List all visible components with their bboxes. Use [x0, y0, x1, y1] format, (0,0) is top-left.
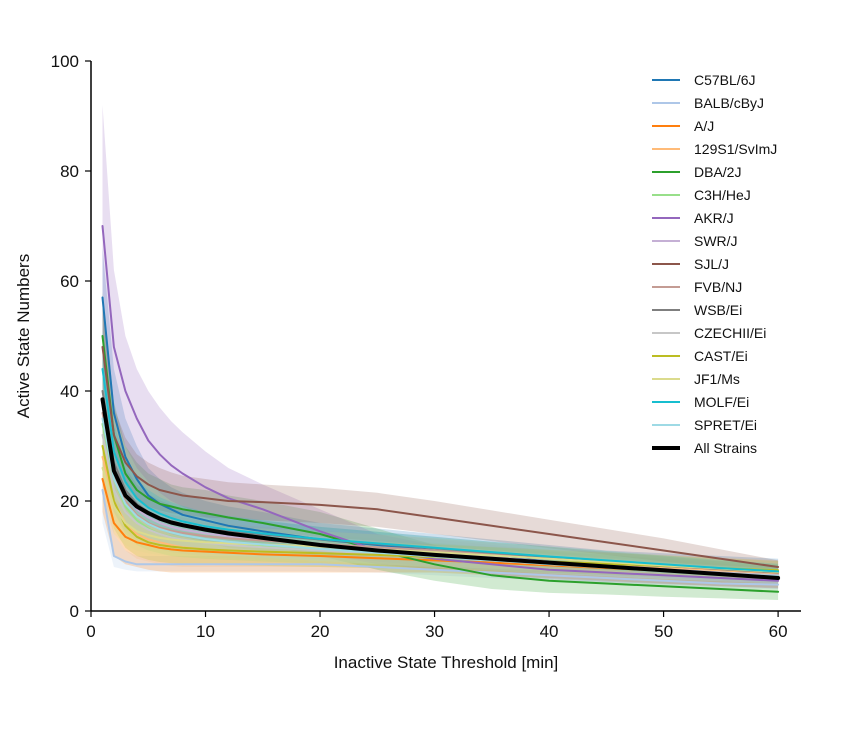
y-tick-label: 60	[60, 272, 79, 291]
legend-label: JF1/Ms	[694, 371, 740, 387]
line-dba-2j	[101, 335, 780, 593]
band-wsb-ei	[102, 352, 779, 581]
legend-label: SPRET/Ei	[694, 417, 757, 433]
legend-item-cast-ei: CAST/Ei	[652, 348, 748, 364]
line-cast-ei	[101, 445, 780, 572]
x-tick-label: 50	[654, 622, 673, 641]
legend-item-spret-ei: SPRET/Ei	[652, 417, 757, 433]
series-lines	[100, 225, 781, 593]
legend-item-jf1-ms: JF1/Ms	[652, 371, 740, 387]
y-tick-label: 80	[60, 162, 79, 181]
legend-item-fvb-nj: FVB/NJ	[652, 279, 742, 295]
legend-item-wsb-ei: WSB/Ei	[652, 302, 742, 318]
band-sjl-j	[102, 303, 779, 575]
y-tick-label: 20	[60, 492, 79, 511]
band-129s1-svimj	[102, 413, 779, 586]
legend-item-129s1-svimj: 129S1/SvImJ	[652, 141, 777, 157]
legend-item-swr-j: SWR/J	[652, 233, 738, 249]
line-balb-cbyj	[101, 489, 780, 586]
legend-label: CZECHII/Ei	[694, 325, 766, 341]
legend-label: BALB/cByJ	[694, 95, 764, 111]
legend-label: C3H/HeJ	[694, 187, 751, 203]
line-sjl-j	[101, 346, 780, 568]
x-axis-title: Inactive State Threshold [min]	[334, 653, 559, 672]
legend-label: C57BL/6J	[694, 72, 755, 88]
legend: C57BL/6J BALB/cByJ A/J 129S1/SvImJ DBA/2J C3H…	[652, 72, 777, 456]
x-tick-label: 30	[425, 622, 444, 641]
legend-label: AKR/J	[694, 210, 734, 226]
legend-label: FVB/NJ	[694, 279, 742, 295]
legend-label: All Strains	[694, 440, 757, 456]
legend-item-dba-2j: DBA/2J	[652, 164, 741, 180]
axes: 0 10 20 30 40 50 60 0 20 40 60 80 100	[51, 52, 801, 641]
band-swr-j	[102, 358, 779, 584]
band-dba-2j	[102, 292, 779, 600]
legend-item-akr-j: AKR/J	[652, 210, 734, 226]
legend-item-molf-ei: MOLF/Ei	[652, 394, 749, 410]
legend-item-a-j: A/J	[652, 118, 714, 134]
legend-label: 129S1/SvImJ	[694, 141, 777, 157]
band-jf1-ms	[102, 435, 779, 580]
legend-item-sjl-j: SJL/J	[652, 256, 729, 272]
legend-label: CAST/Ei	[694, 348, 748, 364]
x-tick-label: 10	[196, 622, 215, 641]
legend-item-all-strains: All Strains	[652, 440, 757, 456]
y-tick-label: 0	[70, 602, 79, 621]
x-tick-label: 20	[311, 622, 330, 641]
legend-item-balb-cbyj: BALB/cByJ	[652, 95, 764, 111]
y-tick-label: 100	[51, 52, 79, 71]
band-fvb-nj	[102, 380, 779, 581]
y-tick-label: 40	[60, 382, 79, 401]
legend-label: MOLF/Ei	[694, 394, 749, 410]
legend-label: WSB/Ei	[694, 302, 742, 318]
line-akr-j	[101, 225, 780, 582]
legend-item-czechii-ei: CZECHII/Ei	[652, 325, 766, 341]
legend-item-c57bl-6j: C57BL/6J	[652, 72, 755, 88]
x-tick-label: 0	[86, 622, 95, 641]
x-tick-label: 40	[540, 622, 559, 641]
legend-label: SWR/J	[694, 233, 738, 249]
legend-label: SJL/J	[694, 256, 729, 272]
y-axis-title: Active State Numbers	[14, 254, 33, 418]
legend-item-c3h-hej: C3H/HeJ	[652, 187, 751, 203]
line-all-strains	[100, 397, 781, 580]
legend-label: DBA/2J	[694, 164, 741, 180]
x-tick-label: 60	[769, 622, 788, 641]
line-molf-ei	[101, 368, 780, 573]
legend-label: A/J	[694, 118, 714, 134]
